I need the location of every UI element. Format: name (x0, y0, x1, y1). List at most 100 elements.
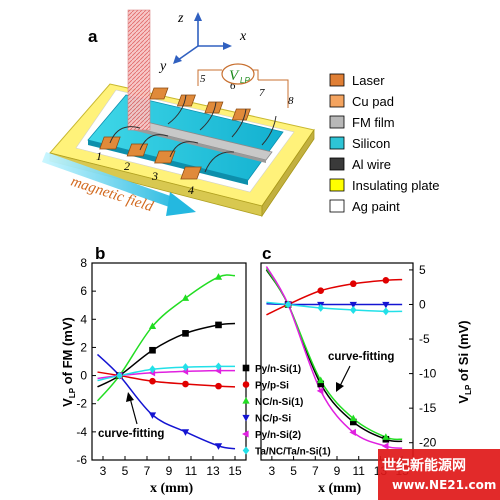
chart-c-ylabel-rest: of Si (mV) (456, 320, 471, 384)
watermark-line2: www.NE21.com (392, 478, 496, 492)
chart-b-y-tick-label: -2 (76, 397, 87, 411)
chart-c-point-py-n-si-1 (317, 380, 325, 388)
chart-c-y-tick-label: -5 (419, 332, 430, 346)
chart-c-y-tick-label: -20 (419, 436, 437, 450)
chart-c-point-ta-nc-ta-n-si-1 (284, 300, 292, 309)
chart-c-points (284, 276, 390, 450)
legend-label-nc-p-si: NC/p-Si (255, 414, 291, 425)
chart-c-x-tick-label: 11 (352, 464, 365, 478)
chart-b-point-py-n-si-1 (149, 346, 156, 354)
watermark-background (378, 449, 500, 500)
chart-b-point-nc-n-si-1 (214, 273, 223, 280)
chart-b-annotation: curve-fitting (98, 428, 164, 440)
chart-b-point-ta-nc-ta-n-si-1 (182, 363, 189, 372)
cu-pad-2 (126, 143, 149, 157)
chart-b-x-tick-label: 3 (100, 464, 107, 478)
chart-b-x-tick-label: 7 (144, 464, 151, 478)
cu-pad-5 (149, 87, 169, 100)
chart-b-annotation-arrow (129, 397, 138, 425)
legend-label-laser: Laser (352, 73, 385, 88)
chart-b-point-py-p-si (182, 380, 189, 388)
top-cu-pads (149, 87, 251, 121)
cu-pad-1 (99, 136, 121, 150)
legend-marker-ta-nc-ta-n-si-1 (242, 446, 250, 455)
chart-c-y-tick-label: 5 (419, 263, 426, 277)
chart-b-y-axis-label: VLP of FM (mV) (60, 317, 77, 407)
chart-c-x-tick-label: 7 (312, 464, 319, 478)
axis-label-x: x (239, 29, 247, 44)
legend-marker-py-n-si-2 (242, 430, 249, 438)
watermark: 世纪新能源网 www.NE21.com (378, 449, 500, 500)
chart-c-x-tick-label: 9 (334, 464, 341, 478)
chart-c-point-nc-n-si-1 (317, 376, 325, 384)
chart-c-point-nc-n-si-1 (349, 414, 357, 422)
coordinate-axes: z x y (158, 11, 247, 74)
watermark-line1: 世纪新能源网 (382, 457, 466, 474)
pad-number-3: 3 (151, 169, 158, 183)
chart-c-y-tick-label: -10 (419, 367, 437, 381)
chart-c-point-nc-n-si-1 (382, 433, 390, 440)
pad-number-5: 5 (200, 73, 206, 85)
chart-c-x-axis-label: x (mm) (318, 481, 361, 496)
legend-swatch-cu-pad (329, 94, 345, 108)
chart-c-point-py-n-si-1 (349, 418, 357, 426)
panel-b-label: b (95, 244, 105, 263)
chart-b-ylabel-sub: LP (68, 387, 77, 398)
legend-swatch-silicon (329, 136, 345, 150)
pad-number-1: 1 (96, 149, 102, 163)
chart-c-point-py-p-si (317, 287, 325, 294)
laser-beam (127, 9, 151, 131)
chart-b-x-tick-label: 9 (166, 464, 173, 478)
schematic-panel: a 5 6 7 (42, 9, 439, 218)
legend-swatch-al-wire (329, 157, 345, 171)
legend-marker-py-p-si (242, 381, 250, 388)
chart-c-point-nc-p-si (382, 301, 390, 309)
al-wires (109, 94, 277, 173)
legend-label-nc-n-si-1: NC/n-Si(1) (255, 397, 303, 408)
chart-c-point-ta-nc-ta-n-si-1 (349, 306, 357, 314)
legend-label-ag-paint: Ag paint (352, 199, 400, 214)
legend-label-cu-pad: Cu pad (352, 94, 394, 109)
chart-c-point-py-n-si-2 (381, 442, 389, 450)
chart-b-x-tick-labels: 3 5 7 9 11 13 15 (100, 464, 242, 478)
bottom-cu-pads (99, 136, 202, 180)
panel-a-label: a (88, 27, 98, 46)
axis-label-z: z (177, 11, 184, 26)
chart-b-curves (96, 274, 236, 450)
legend-label-silicon: Silicon (352, 136, 390, 151)
chart-c-point-ta-nc-ta-n-si-1 (317, 303, 325, 312)
chart-b-y-tick-label: 4 (80, 312, 87, 326)
chart-b-x-tick-label: 11 (185, 464, 198, 478)
cu-pad-4 (180, 166, 202, 180)
chart-c-y-axis-label: VLP of Si (mV) (456, 320, 473, 403)
chart-b-x-tick-label: 13 (206, 464, 220, 478)
chart-b-point-nc-p-si (214, 443, 223, 450)
series-legend: Py/n-Si(1) Py/p-Si NC/n-Si(1) NC/p-Si Py/n-S… (242, 364, 331, 458)
chart-c-annotation: curve-fitting (328, 351, 394, 363)
chart-b-point-nc-n-si-1 (148, 322, 157, 329)
pad-number-8: 8 (288, 95, 294, 107)
panel-c-label: c (262, 244, 271, 263)
chart-b-point-py-n-si-1 (182, 330, 189, 337)
chart-c-y-tick-label: -15 (419, 401, 437, 415)
chart-b-ylabel-main: V (60, 398, 75, 407)
chart-b-point-ta-nc-ta-n-si-1 (215, 362, 222, 371)
pad-number-2: 2 (124, 159, 130, 173)
legend-swatch-insulating-plate (329, 178, 345, 192)
chart-c-point-ta-nc-ta-n-si-1 (382, 307, 390, 316)
chart-b-point-py-p-si (215, 382, 222, 390)
legend-swatch-laser (329, 73, 345, 87)
chart-b-y-tick-label: 6 (80, 284, 87, 298)
chart-b-ylabel-rest: of FM (mV) (60, 317, 75, 388)
chart-b-ticks (92, 262, 236, 461)
chart-c-x-tick-label: 5 (290, 464, 297, 478)
chart-c-point-py-n-si-2 (349, 428, 356, 436)
legend-label-fm-film: FM film (352, 115, 395, 130)
legend-marker-py-n-si-1 (242, 364, 250, 372)
chart-c-y-tick-labels: 5 0 -5 -10 -15 -20 (419, 263, 437, 450)
chart-b-point-nc-p-si (181, 429, 190, 436)
chart-c-y-tick-label: 0 (419, 297, 426, 311)
legend-marker-nc-n-si-1 (242, 397, 250, 404)
